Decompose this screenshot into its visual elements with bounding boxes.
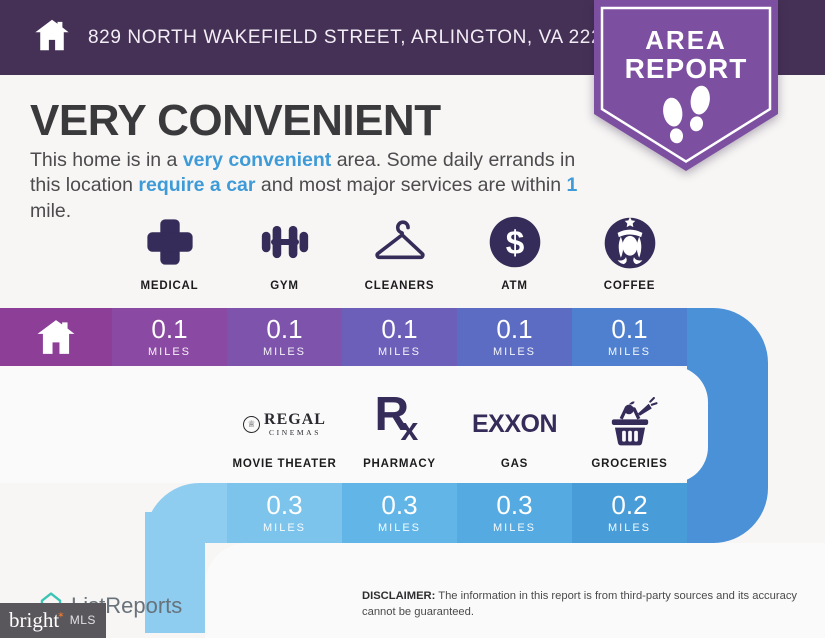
highlight-one-mile: 1 xyxy=(566,174,578,197)
disclaimer-label: DISCLAIMER: xyxy=(362,590,436,602)
badge-line2: REPORT xyxy=(625,53,748,84)
amenity-movie-theater: ♕ REGAL CINEMAS MOVIE THEATER xyxy=(227,394,342,470)
starbucks-siren-icon xyxy=(602,208,658,276)
medical-cross-icon xyxy=(142,208,198,276)
distance-segment: 0.3 MILES xyxy=(457,483,572,543)
distance-segment: 0.1 MILES xyxy=(572,308,687,366)
hanger-icon xyxy=(370,208,430,276)
disclaimer-card xyxy=(205,543,825,638)
home-icon xyxy=(34,18,70,57)
amenity-pharmacy: R x PHARMACY xyxy=(363,388,436,470)
brightmls-logo: bright ✶ MLS xyxy=(0,603,106,638)
highlight-require-a-car: require a car xyxy=(138,174,256,197)
badge-line1: AREA xyxy=(645,25,727,55)
grocery-basket-icon xyxy=(601,394,659,454)
regal-cinemas-logo: ♕ REGAL CINEMAS xyxy=(243,394,326,454)
highlight-very-convenient: very convenient xyxy=(182,149,332,171)
distance-segment: 0.1 MILES xyxy=(227,308,342,366)
amenity-coffee: COFFEE xyxy=(572,208,687,292)
amenity-medical: MEDICAL xyxy=(112,208,227,292)
distance-segment: 0.1 MILES xyxy=(457,308,572,366)
amenity-cleaners: CLEANERS xyxy=(342,208,457,292)
svg-text:$: $ xyxy=(505,225,524,262)
amenity-card xyxy=(0,366,708,483)
walkability-summary: This home is in a very convenient area. … xyxy=(30,149,578,222)
area-report-badge: AREA REPORT xyxy=(594,0,778,172)
brightmls-wordmark: bright xyxy=(9,608,60,632)
rx-prescription-icon: R x xyxy=(374,388,419,447)
dollar-coin-icon: $ xyxy=(487,208,543,276)
bar-connector-left-drop xyxy=(145,512,205,633)
distance-segment: 0.2 MILES xyxy=(572,483,687,543)
bar-home-icon xyxy=(0,308,112,366)
distance-segment: 0.3 MILES xyxy=(342,483,457,543)
distance-segment: 0.1 MILES xyxy=(342,308,457,366)
property-address: 829 NORTH WAKEFIELD STREET, ARLINGTON, V… xyxy=(88,26,625,48)
disclaimer-text: DISCLAIMER: The information in this repo… xyxy=(362,590,798,618)
distance-segment: 0.1 MILES xyxy=(112,308,227,366)
amenity-gas: EXXON GAS xyxy=(457,394,572,471)
brightmls-caps: MLS xyxy=(69,613,96,627)
dumbbell-icon xyxy=(254,208,316,276)
exxon-logo: EXXON xyxy=(471,409,558,438)
amenity-groceries: GROCERIES xyxy=(572,394,687,470)
amenity-atm: $ ATM xyxy=(457,208,572,292)
footprints-icon xyxy=(663,85,710,144)
distance-segment: 0.3 MILES xyxy=(227,483,342,543)
regal-crown-icon: ♕ xyxy=(243,415,261,433)
walkability-title: VERY CONVENIENT xyxy=(30,96,441,145)
amenity-gym: GYM xyxy=(227,208,342,292)
brightmls-star-icon: ✶ xyxy=(57,610,65,620)
